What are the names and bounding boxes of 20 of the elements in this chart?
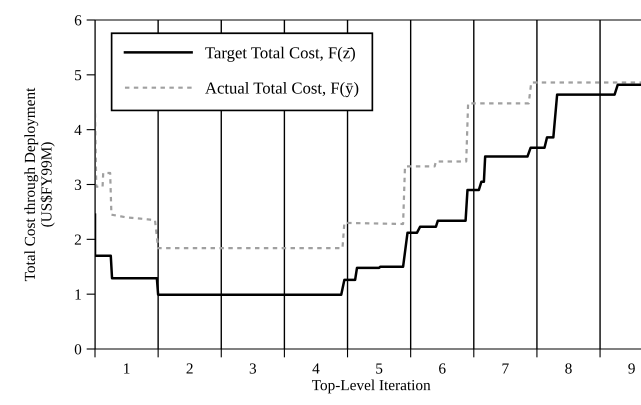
- y-tick-label: 3: [74, 180, 82, 190]
- x-tick-label: 9: [628, 363, 635, 374]
- y-tick-label: 6: [74, 15, 82, 26]
- x-tick-label: 5: [376, 363, 382, 374]
- legend-label: Actual Total Cost, F(ȳ): [205, 82, 358, 98]
- legend-label: Target Total Cost, F(z̄): [205, 46, 355, 62]
- y-tick-label: 2: [74, 234, 81, 245]
- x-tick-label: 8: [565, 363, 572, 374]
- y-tick-label: 5: [75, 70, 82, 80]
- y-axis-title: Total Cost through Deployment (US$FY99M): [24, 88, 55, 282]
- x-axis-title: Top-Level Iteration: [312, 380, 430, 394]
- y-tick-label: 0: [74, 344, 82, 354]
- x-tick-label: 1: [124, 363, 130, 374]
- x-tick-label: 4: [312, 363, 320, 374]
- y-tick-label: 4: [74, 124, 82, 135]
- x-tick-label: 6: [439, 363, 446, 374]
- x-tick-label: 3: [250, 363, 256, 374]
- x-tick-label: 7: [502, 363, 509, 374]
- x-tick-label: 2: [186, 363, 193, 374]
- y-tick-label: 1: [76, 289, 81, 300]
